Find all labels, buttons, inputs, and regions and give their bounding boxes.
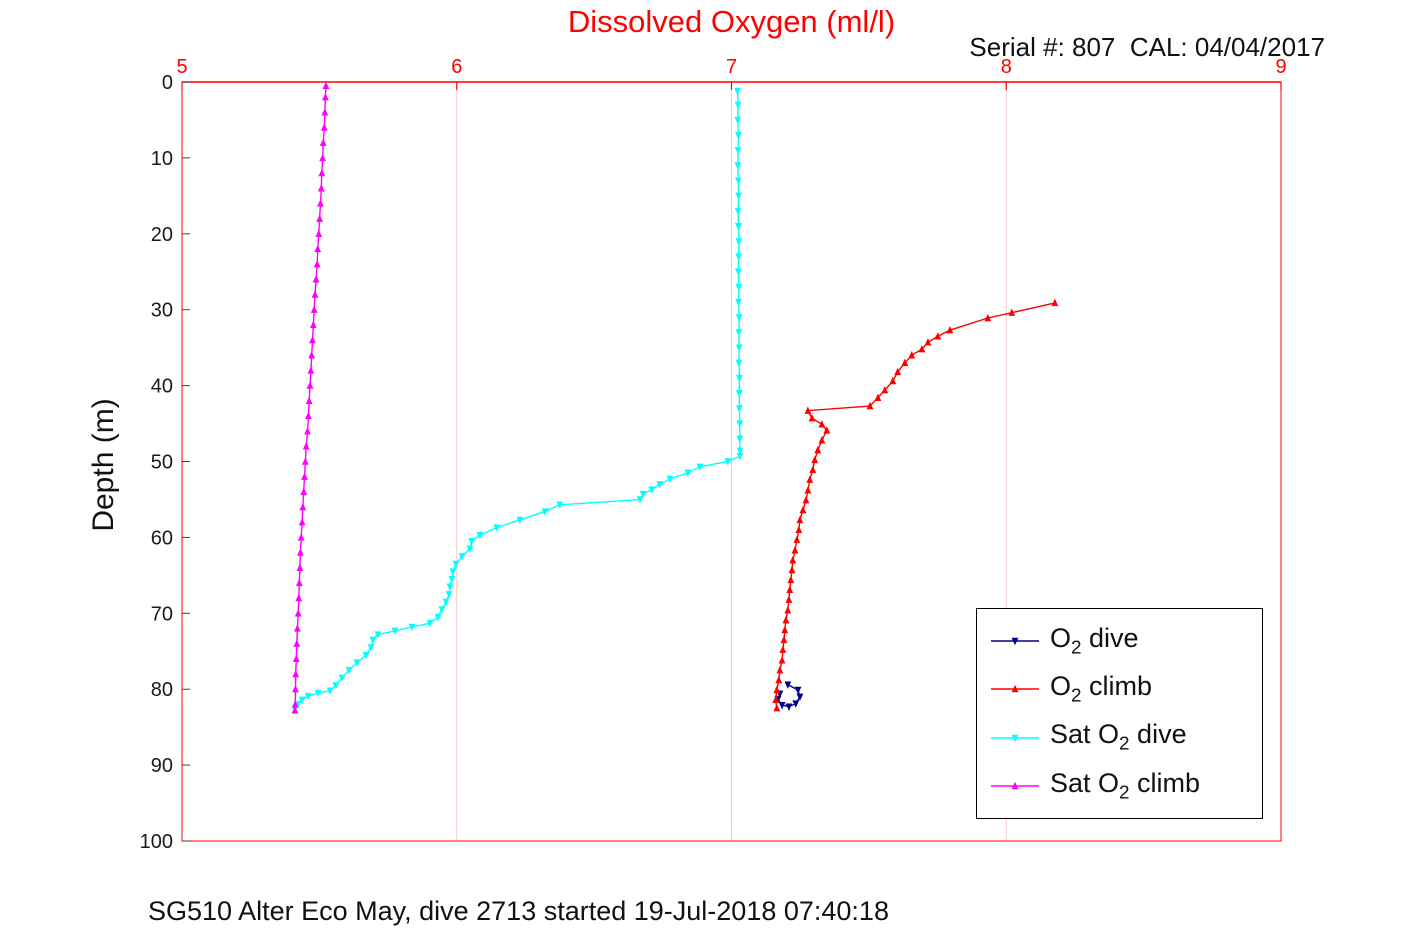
legend-item-o2-dive: O2 dive — [989, 623, 1262, 659]
series-markers-sat-o2-dive — [291, 87, 744, 714]
y-tick-label-90: 90 — [151, 755, 173, 777]
series-line-sat-o2-dive — [294, 91, 741, 710]
y-tick-label-50: 50 — [151, 452, 173, 474]
series-markers-sat-o2-climb — [291, 81, 330, 714]
legend-sample-o2-dive — [991, 637, 1039, 646]
legend-label-sat-o2-dive: Sat O2 dive — [1050, 719, 1187, 755]
legend-label-o2-climb: O2 climb — [1050, 671, 1153, 707]
legend-item-o2-climb: O2 climb — [989, 671, 1262, 707]
legend-label-o2-dive: O2 dive — [1050, 622, 1139, 659]
legend-item-sat-o2-climb: Sat O2 climb — [989, 768, 1262, 804]
x-tick-label-9: 9 — [1275, 56, 1286, 78]
chart-title: Dissolved Oxygen (ml/l) — [567, 4, 896, 39]
y-tick-label-10: 10 — [151, 148, 173, 170]
series-line-sat-o2-climb — [294, 85, 327, 711]
legend-item-sat-o2-dive: Sat O2 dive — [989, 719, 1262, 755]
series-markers-o2-dive — [774, 681, 804, 711]
y-tick-label-70: 70 — [151, 603, 173, 625]
legend: O2 dive O2 climb Sat O2 dive Sat O2 clim… — [976, 608, 1263, 819]
y-tick-label-30: 30 — [151, 300, 173, 322]
series-line-o2-climb — [774, 302, 1056, 709]
y-tick-label-100: 100 — [140, 831, 173, 853]
y-axis-label: Depth (m) — [87, 398, 120, 532]
dive-caption: SG510 Alter Eco May, dive 2713 started 1… — [148, 896, 889, 926]
x-tick-label-6: 6 — [451, 56, 462, 78]
legend-sample-o2-climb — [991, 685, 1039, 693]
y-tick-label-20: 20 — [151, 224, 173, 246]
serial-cal-info: Serial #: 807 CAL: 04/04/2017 — [969, 32, 1325, 62]
y-tick-label-0: 0 — [162, 72, 173, 94]
x-tick-label-5: 5 — [176, 56, 187, 78]
y-tick-label-40: 40 — [151, 376, 173, 398]
x-tick-label-7: 7 — [726, 56, 737, 78]
y-tick-label-80: 80 — [151, 679, 173, 701]
legend-label-sat-o2-climb: Sat O2 climb — [1050, 767, 1201, 804]
x-tick-label-8: 8 — [1001, 56, 1012, 78]
legend-sample-sat-o2-climb — [991, 781, 1039, 790]
legend-sample-sat-o2-dive — [991, 734, 1039, 742]
y-tick-label-60: 60 — [151, 527, 173, 549]
